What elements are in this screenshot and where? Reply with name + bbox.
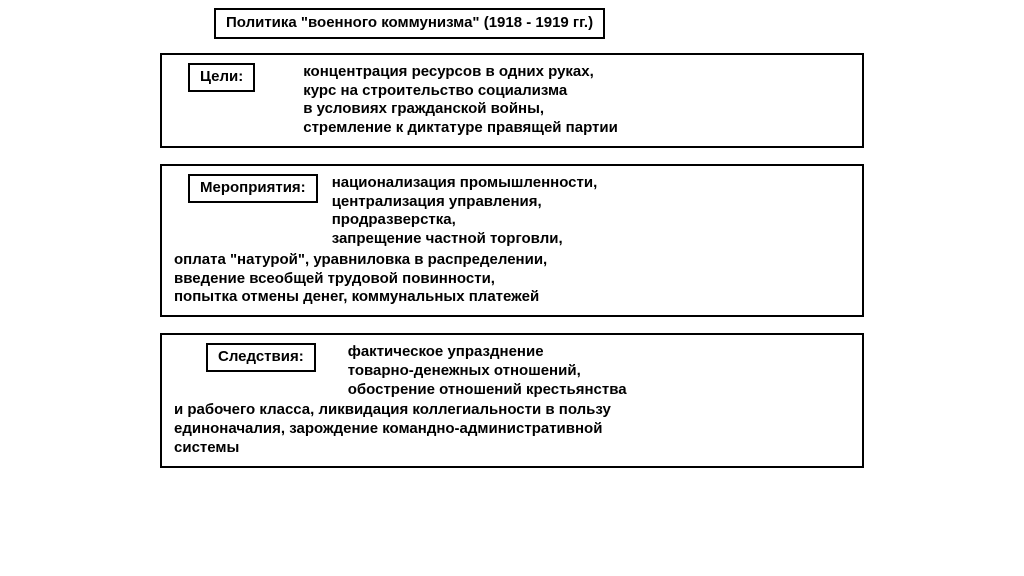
measures-line: оплата "натурой", уравниловка в распреде…	[174, 251, 850, 270]
consequences-label: Следствия:	[206, 343, 316, 372]
goals-label: Цели:	[188, 63, 255, 92]
measures-line: введение всеобщей трудовой повинности,	[174, 270, 850, 289]
consequences-line: системы	[174, 439, 850, 458]
goals-line: курс на строительство социализма	[303, 82, 850, 101]
measures-line: централизация управления,	[332, 193, 850, 212]
consequences-line: единоначалия, зарождение командно-админи…	[174, 420, 850, 439]
goals-line: концентрация ресурсов в одних руках,	[303, 63, 850, 82]
measures-label: Мероприятия:	[188, 174, 318, 203]
measures-line: национализация промышленности,	[332, 174, 850, 193]
diagram-title: Политика "военного коммунизма" (1918 - 1…	[214, 8, 605, 39]
goals-line: стремление к диктатуре правящей партии	[303, 119, 850, 138]
consequences-line: товарно-денежных отношений,	[348, 362, 850, 381]
measures-line: попытка отмены денег, коммунальных плате…	[174, 288, 850, 307]
consequences-line: фактическое упразднение	[348, 343, 850, 362]
consequences-section: Следствия: фактическое упразднение товар…	[160, 333, 864, 468]
measures-section: Мероприятия: национализация промышленнос…	[160, 164, 864, 317]
consequences-line: обострение отношений крестьянства	[348, 381, 850, 400]
consequences-line: и рабочего класса, ликвидация коллегиаль…	[174, 401, 850, 420]
measures-line: запрещение частной торговли,	[332, 230, 850, 249]
measures-line: продразверстка,	[332, 211, 850, 230]
goals-section: Цели: концентрация ресурсов в одних рука…	[160, 53, 864, 148]
goals-line: в условиях гражданской войны,	[303, 100, 850, 119]
